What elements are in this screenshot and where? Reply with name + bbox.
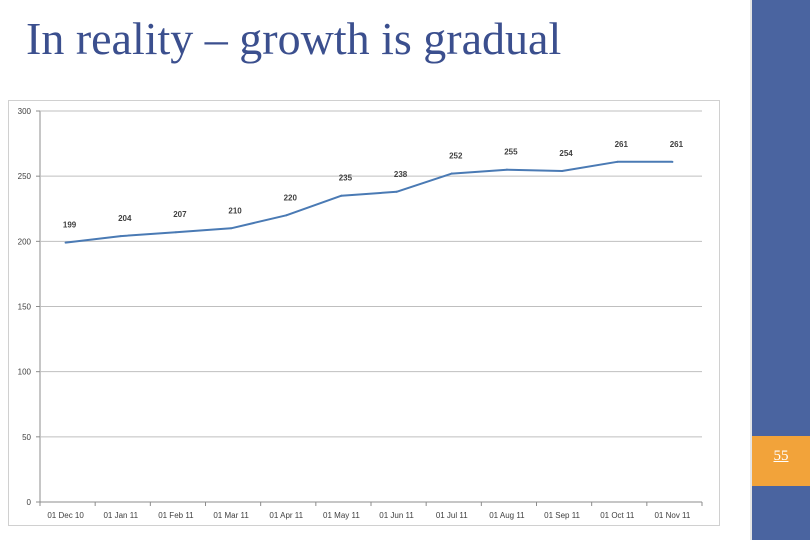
x-tick-label: 01 May 11 <box>323 511 360 520</box>
y-tick-label: 0 <box>27 498 32 507</box>
x-tick-label: 01 Mar 11 <box>213 511 249 520</box>
data-point <box>450 172 453 175</box>
data-point <box>230 227 233 230</box>
data-label: 261 <box>615 140 629 149</box>
data-label: 255 <box>504 148 518 157</box>
data-point <box>505 168 508 171</box>
data-label: 220 <box>284 193 298 202</box>
page-number-box <box>752 436 810 486</box>
y-tick-label: 100 <box>18 368 32 377</box>
data-label: 199 <box>63 221 77 230</box>
data-point <box>395 190 398 193</box>
data-point <box>340 194 343 197</box>
data-point <box>285 214 288 217</box>
data-label: 207 <box>173 210 187 219</box>
data-point <box>64 241 67 244</box>
y-tick-label: 200 <box>18 237 32 246</box>
x-tick-label: 01 Jul 11 <box>436 511 468 520</box>
data-label: 210 <box>228 206 242 215</box>
y-tick-label: 250 <box>18 172 32 181</box>
data-label: 238 <box>394 170 408 179</box>
data-point <box>616 160 619 163</box>
x-tick-label: 01 Nov 11 <box>654 511 690 520</box>
x-tick-label: 01 Oct 11 <box>600 511 635 520</box>
x-tick-label: 01 Dec 10 <box>47 511 84 520</box>
data-label: 204 <box>118 214 132 223</box>
data-point <box>561 169 564 172</box>
x-tick-label: 01 Aug 11 <box>489 511 525 520</box>
x-tick-label: 01 Jun 11 <box>379 511 414 520</box>
x-tick-label: 01 Feb 11 <box>158 511 194 520</box>
x-tick-label: 01 Apr 11 <box>269 511 303 520</box>
x-tick-label: 01 Sep 11 <box>544 511 580 520</box>
y-tick-label: 300 <box>18 107 32 116</box>
data-label: 235 <box>339 174 353 183</box>
data-label: 252 <box>449 152 463 161</box>
line-chart: 0 50 100 150 200 250 300 01 Dec 10 01 Jan 11 01 F… <box>18 107 703 520</box>
slide-title: In reality – growth is gradual <box>26 13 562 64</box>
y-tick-label: 150 <box>18 303 32 312</box>
data-point <box>119 235 122 238</box>
data-point <box>174 231 177 234</box>
data-label: 261 <box>670 140 684 149</box>
data-label: 254 <box>559 149 573 158</box>
chart-frame <box>8 100 720 526</box>
data-point <box>671 160 674 163</box>
x-tick-label: 01 Jan 11 <box>103 511 138 520</box>
sidebar-divider <box>750 0 752 540</box>
series-line <box>65 160 673 244</box>
page-number: 55 <box>773 448 789 464</box>
y-tick-label: 50 <box>22 433 31 442</box>
